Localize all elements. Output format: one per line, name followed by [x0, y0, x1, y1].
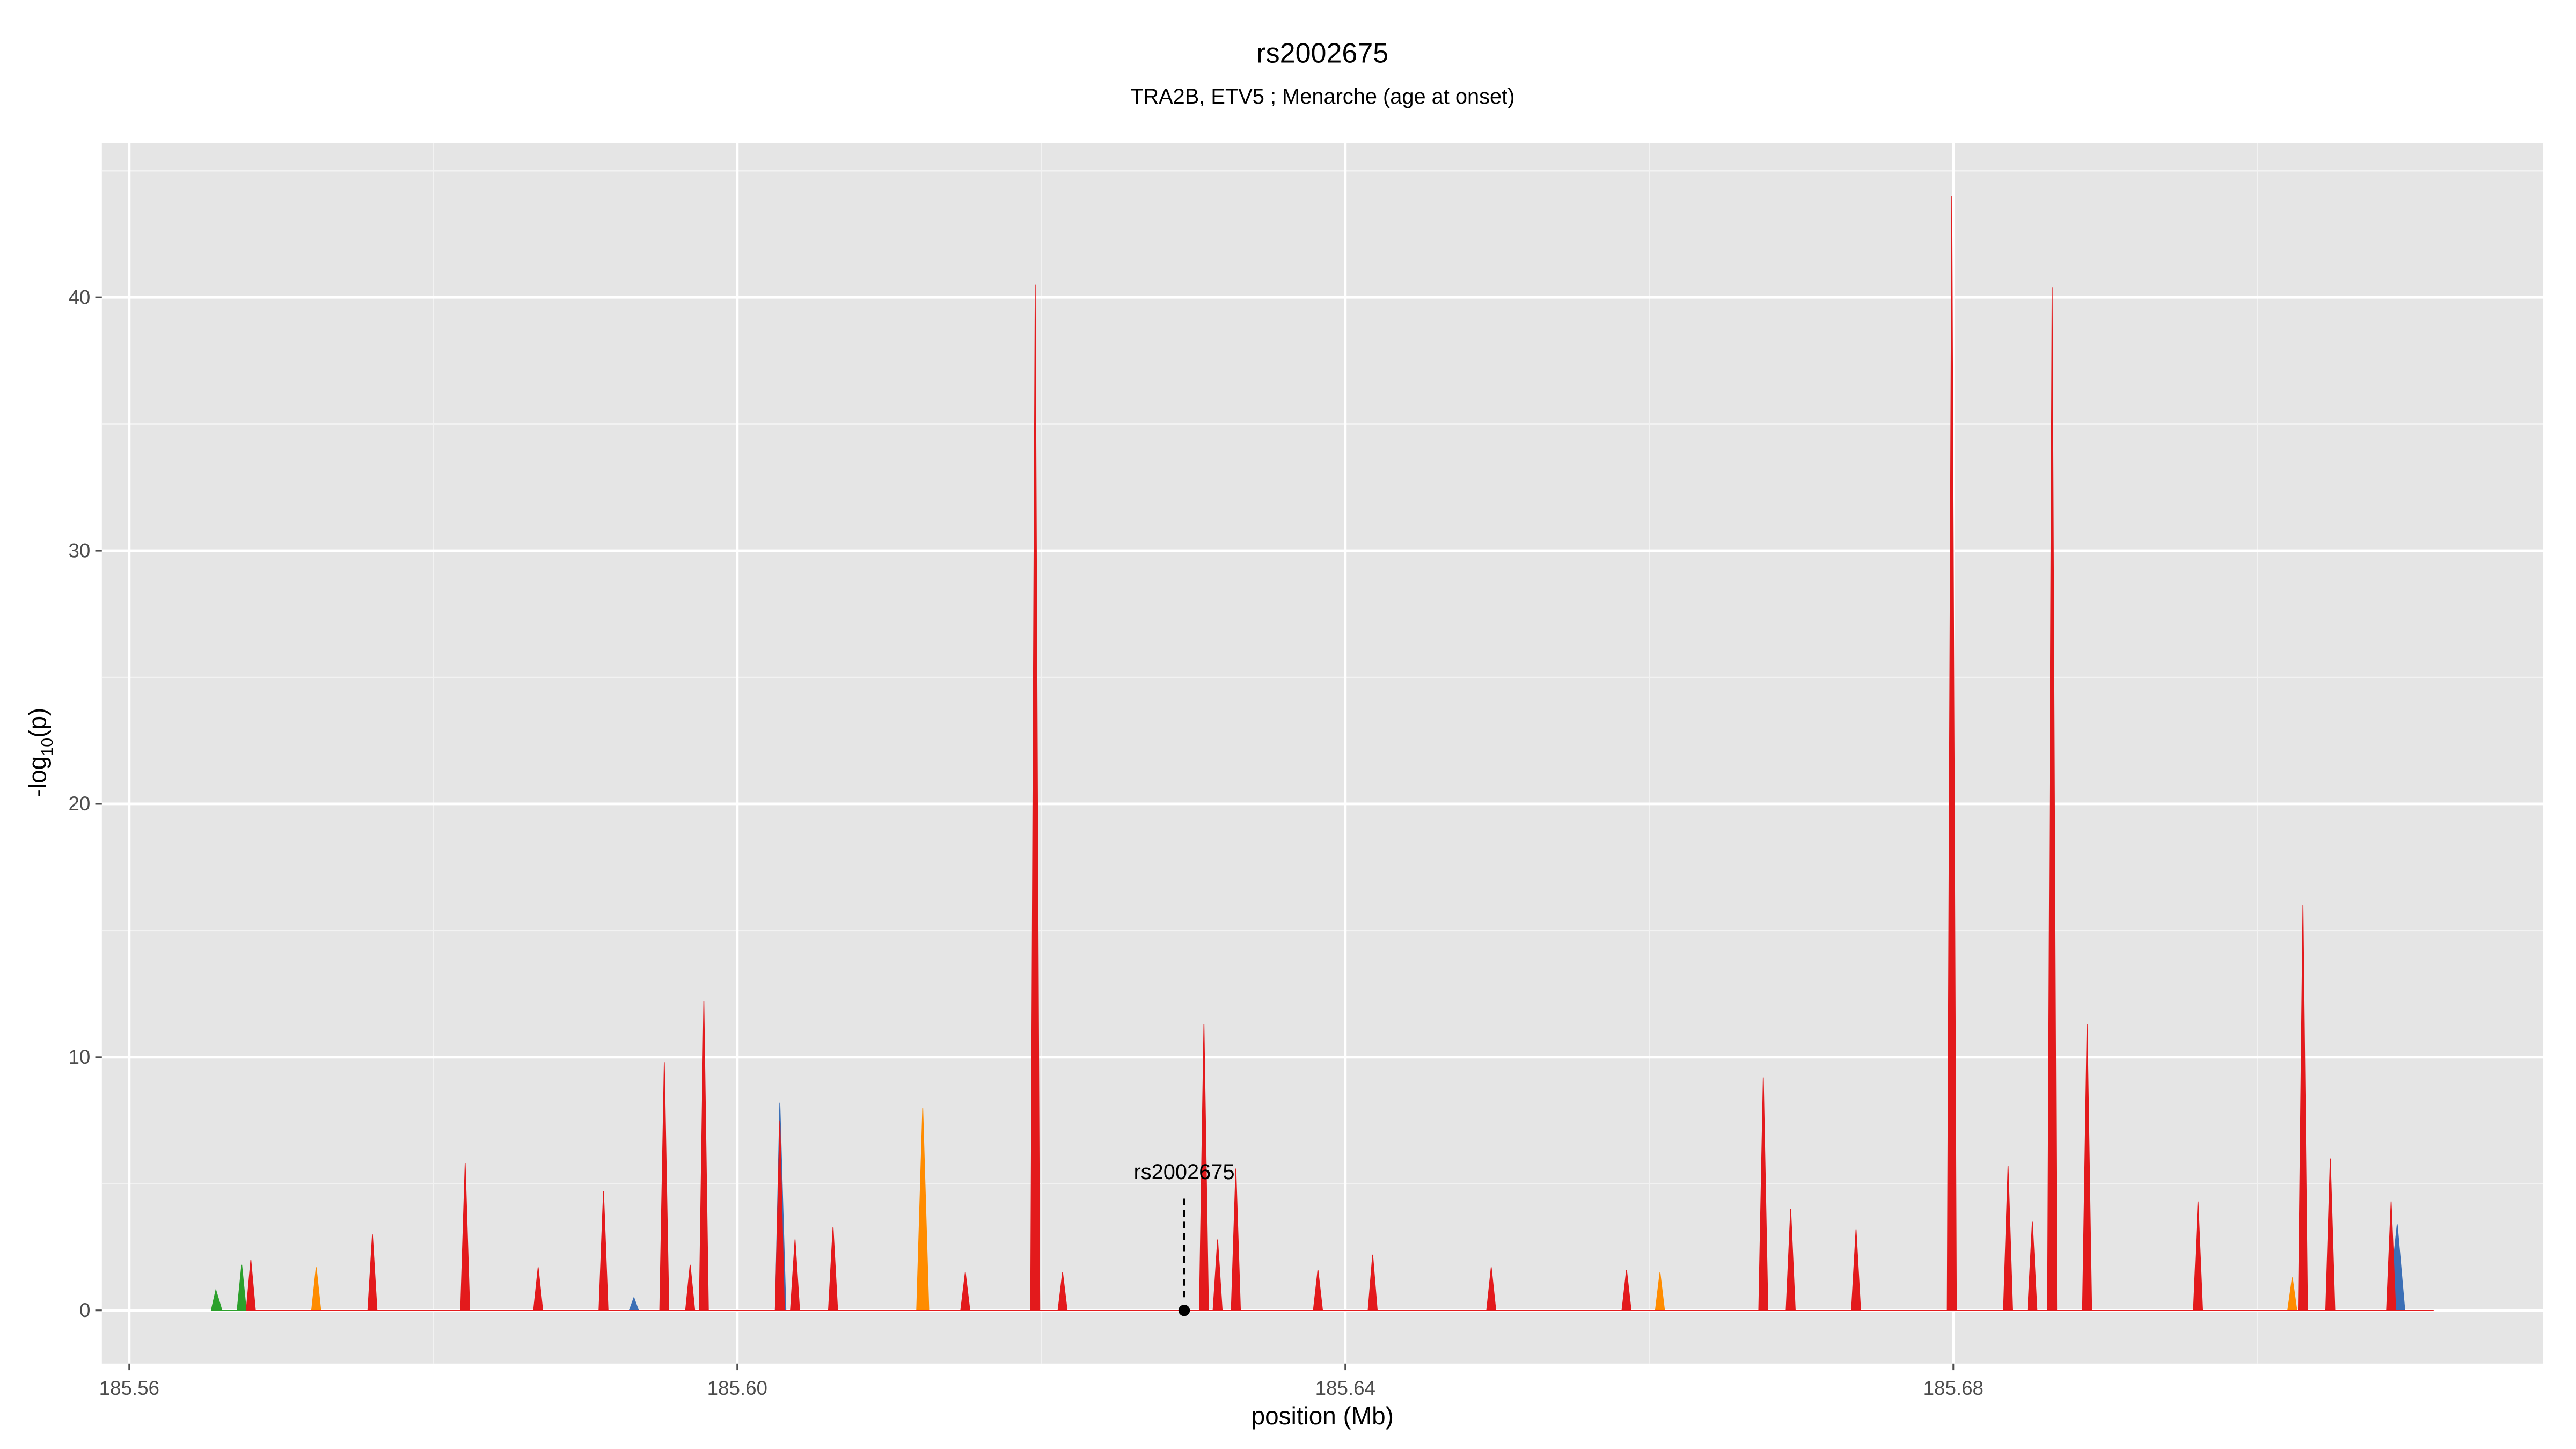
annotation-point: [1178, 1305, 1190, 1316]
y-tick-label: 30: [69, 539, 91, 561]
x-tick-label: 185.56: [99, 1377, 159, 1399]
x-tick-label: 185.64: [1315, 1377, 1375, 1399]
y-label-suffix: (p): [24, 708, 52, 738]
y-label-main: -log: [24, 756, 52, 797]
y-label-sub: 10: [38, 738, 56, 756]
chart-subtitle: TRA2B, ETV5 ; Menarche (age at onset): [1130, 85, 1514, 108]
y-tick-label: 10: [69, 1046, 91, 1068]
x-tick-label: 185.60: [707, 1377, 767, 1399]
y-axis-label: -log10(p): [24, 708, 56, 797]
chart-title: rs2002675: [1256, 38, 1388, 69]
area: [246, 196, 2434, 1311]
y-tick-label: 40: [69, 286, 91, 308]
y-tick-label: 0: [79, 1299, 90, 1321]
plot-panel: [101, 143, 2543, 1364]
annotation-label: rs2002675: [1134, 1160, 1235, 1184]
x-axis-label: position (Mb): [1252, 1402, 1394, 1430]
x-tick-label: 185.68: [1923, 1377, 1984, 1399]
area: [628, 1102, 2405, 1311]
y-tick-label: 20: [69, 793, 91, 815]
